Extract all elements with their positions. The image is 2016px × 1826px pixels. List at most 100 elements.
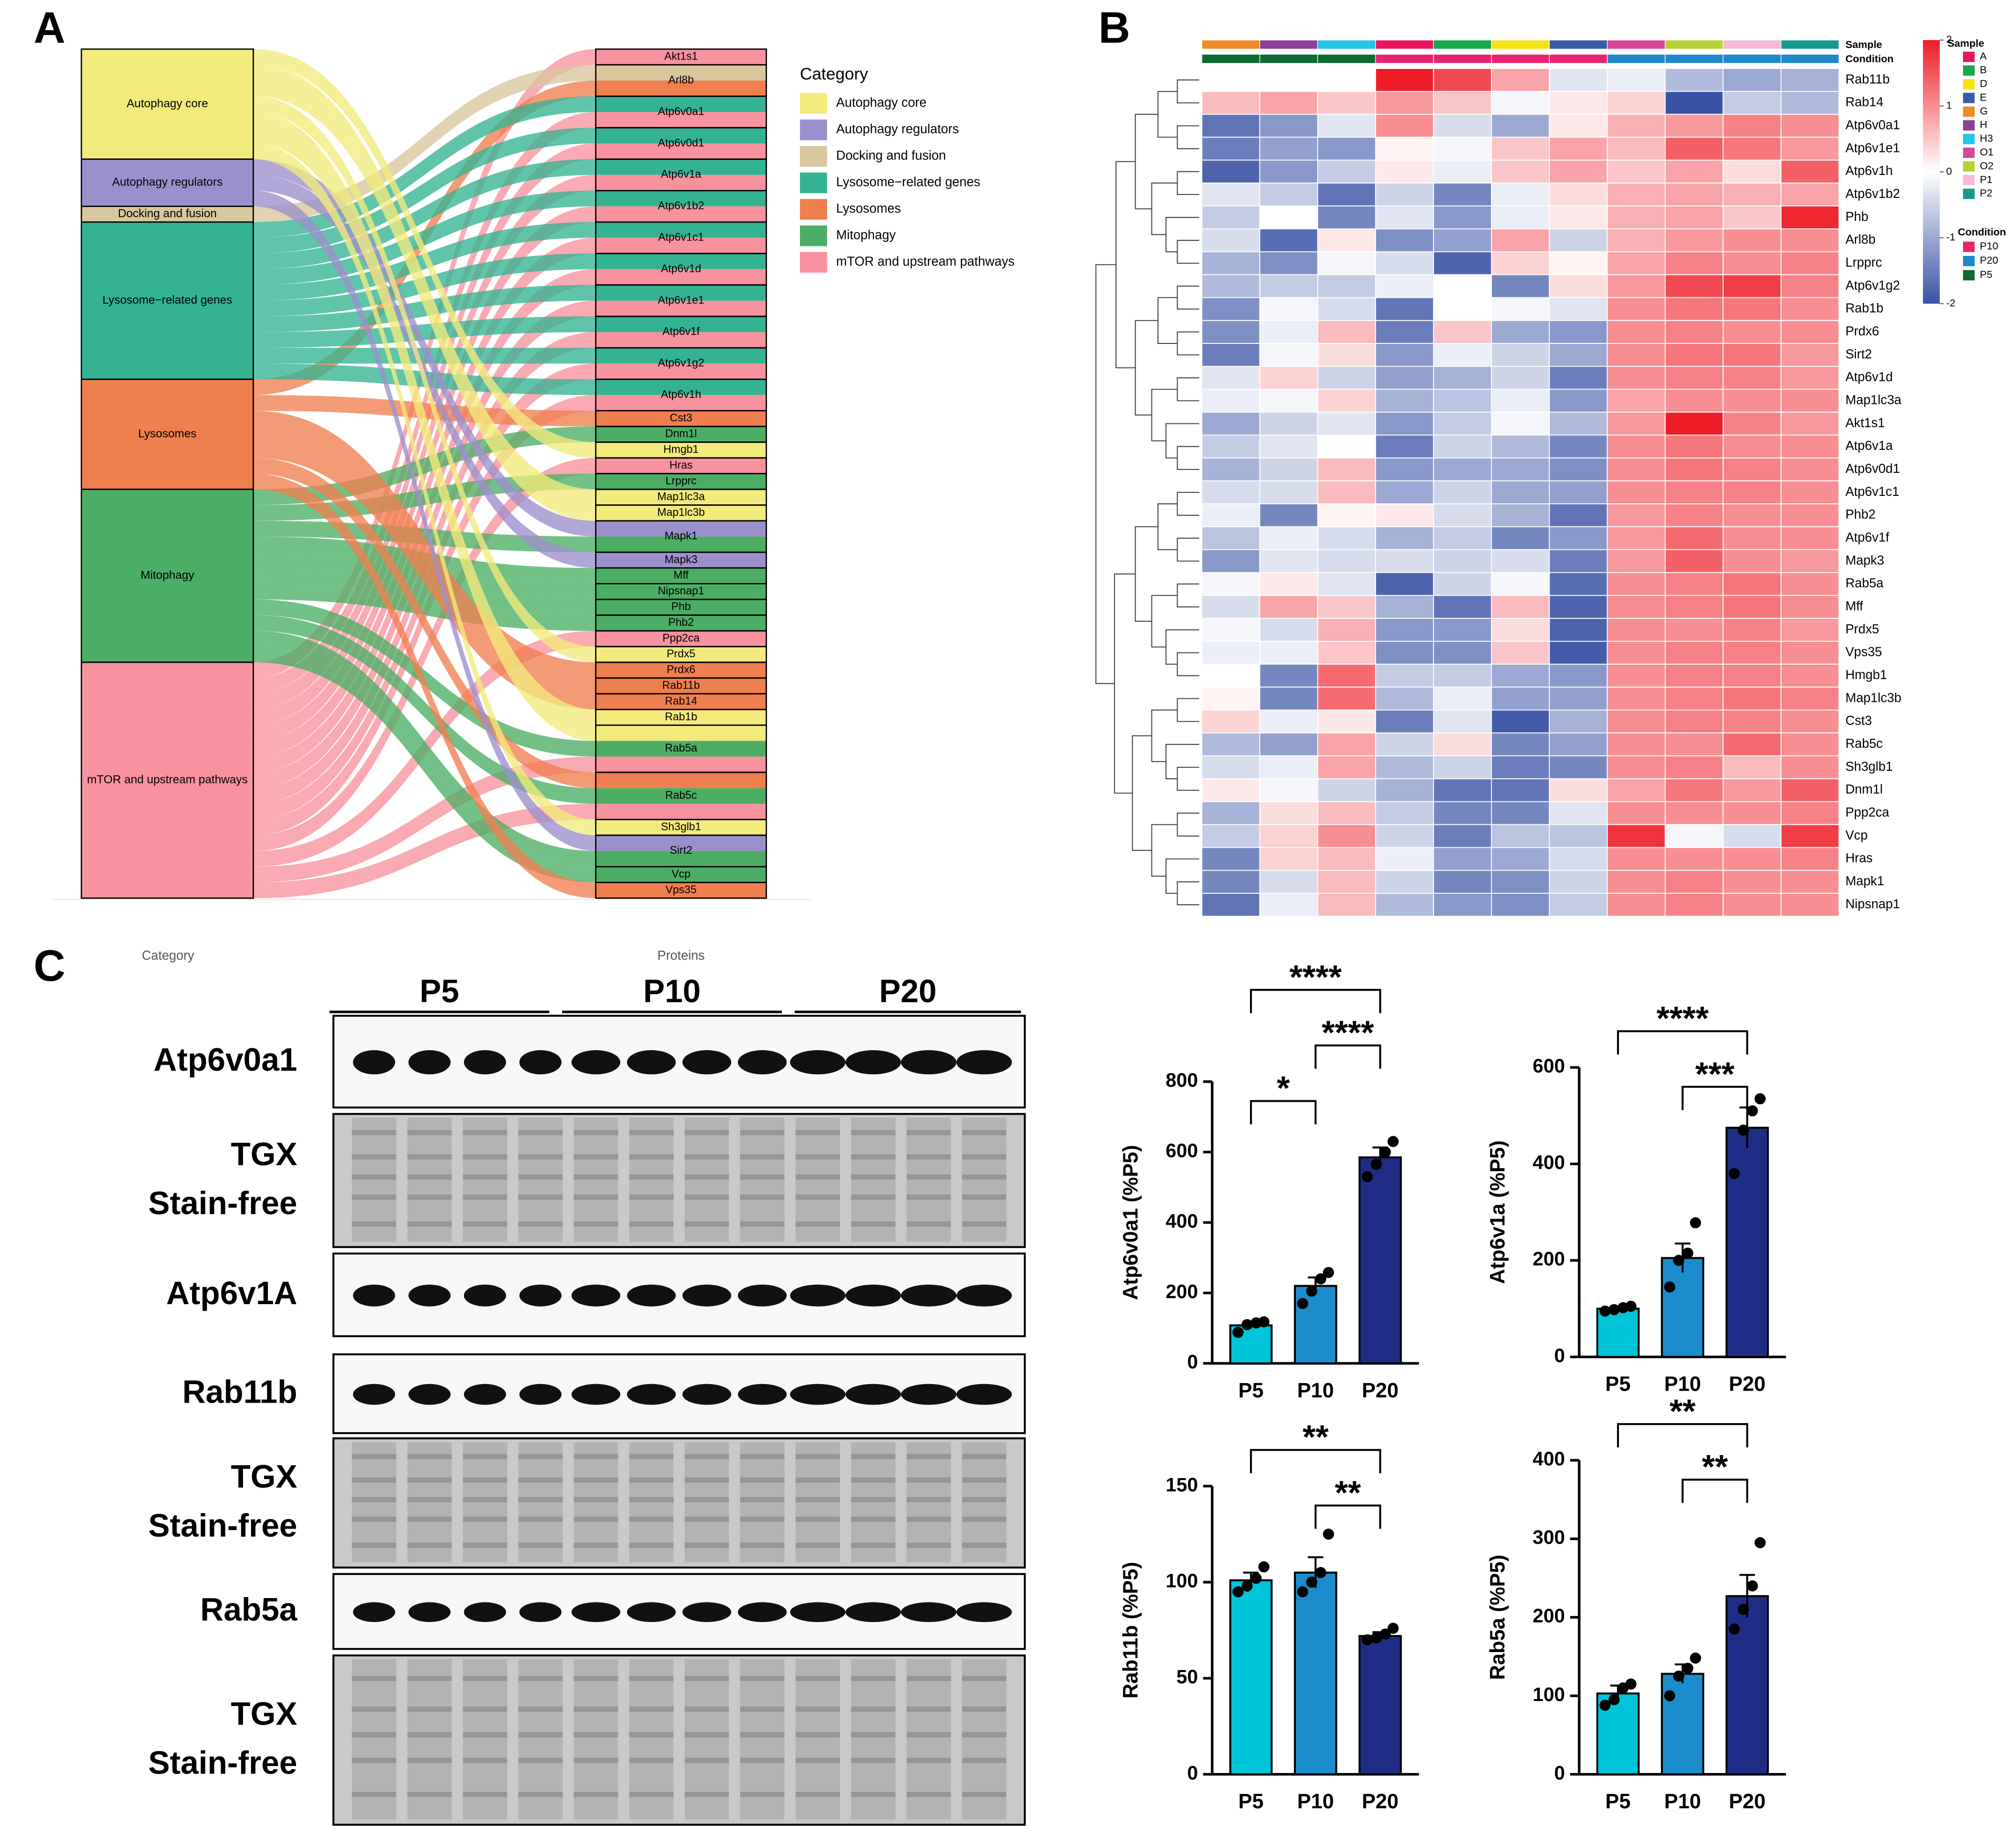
flow <box>253 143 596 835</box>
row-label: Atp6v1e1 <box>1846 141 1900 155</box>
heatmap-cell <box>1490 663 1550 688</box>
legend-label: O2 <box>1980 160 1994 171</box>
blot-lane-band <box>906 1792 951 1798</box>
blot-lane-band <box>740 1792 784 1798</box>
heatmap-cell <box>1780 297 1840 321</box>
flow <box>253 127 596 254</box>
heatmap-cell <box>1201 182 1260 206</box>
data-point <box>1297 1586 1308 1598</box>
heatmap-cell <box>1490 778 1550 802</box>
heatmap-cell <box>1606 732 1666 757</box>
heatmap-cell <box>1780 182 1840 206</box>
protein-node-label: Prdx5 <box>666 647 695 660</box>
heatmap-cell <box>1606 297 1666 321</box>
flow <box>253 49 596 458</box>
axis-label: Proteins <box>658 949 705 963</box>
blot-lane-band <box>462 1497 508 1503</box>
row-label: Atp6v1c1 <box>1846 485 1900 499</box>
x-tick-label: P20 <box>1729 1372 1766 1395</box>
legend-swatch <box>1963 175 1975 185</box>
y-tick-label: 50 <box>1176 1667 1198 1688</box>
blot-lane-band <box>629 1454 674 1460</box>
blot-row-label: TGX <box>231 1696 298 1732</box>
heatmap-cell <box>1201 503 1260 527</box>
blot-band <box>738 1602 787 1622</box>
heatmap-cell <box>1375 411 1434 436</box>
protein-node-label: Atp6v1h <box>661 388 702 400</box>
heatmap-cell <box>1259 411 1318 436</box>
protein-node-label: Atp6v1f <box>662 325 700 337</box>
heatmap-cell <box>1375 251 1434 275</box>
heatmap-cell <box>1259 572 1318 596</box>
heatmap-cell <box>1780 205 1840 229</box>
flow <box>253 159 596 537</box>
protein-node-label: Atp6v1a <box>661 168 702 180</box>
heatmap-cell <box>1606 686 1666 711</box>
blot-lane-band <box>962 1676 1006 1682</box>
data-point <box>1625 1678 1636 1690</box>
sample-track-cell <box>1780 39 1840 49</box>
data-point <box>1738 1124 1749 1136</box>
blot-lane-band <box>684 1130 730 1136</box>
data-point <box>1728 1623 1740 1635</box>
heatmap-cell <box>1606 343 1666 367</box>
colorbar-tick-label: 1 <box>1946 99 1952 111</box>
heatmap-cell <box>1375 847 1434 871</box>
sample-track-cell <box>1606 39 1666 49</box>
significance-bracket <box>1250 1100 1317 1125</box>
blot-lane-band <box>352 1477 396 1483</box>
row-label: Akt1s1 <box>1846 416 1885 430</box>
heatmap-cell <box>1317 618 1376 642</box>
heatmap-cell <box>1606 365 1666 390</box>
protein-slot <box>596 536 766 552</box>
dendrogram-branch <box>1166 217 1200 252</box>
row-label: Atp6v1h <box>1846 164 1893 178</box>
category-node-label: Mitophagy <box>140 568 194 581</box>
heatmap-cell <box>1375 755 1434 779</box>
data-point <box>1682 1663 1694 1674</box>
heatmap-cell <box>1375 549 1434 573</box>
blot-lane-band <box>796 1154 840 1160</box>
heatmap-cell <box>1201 824 1260 848</box>
blot-lane-band <box>740 1707 784 1712</box>
blot-lane-band <box>796 1707 840 1712</box>
blot-lane-band <box>740 1676 784 1682</box>
data-point <box>1258 1561 1270 1573</box>
blot-lane-band <box>352 1517 396 1522</box>
blot-lane-band <box>407 1676 452 1682</box>
heatmap-cell <box>1664 686 1724 711</box>
protein-node-label: Atp6v1d <box>661 262 702 274</box>
y-tick-label: 400 <box>1532 1152 1565 1174</box>
heatmap-cell <box>1259 320 1318 344</box>
blot-band <box>352 1284 396 1307</box>
heatmap-cell <box>1317 68 1376 92</box>
blot-lane <box>629 1442 674 1563</box>
data-point <box>1664 1690 1676 1702</box>
protein-slot <box>596 520 766 537</box>
blot-lane-band <box>574 1130 618 1136</box>
protein-slot <box>596 568 766 584</box>
dendrogram-branch <box>1114 573 1136 794</box>
heatmap-cell <box>1201 893 1260 917</box>
heatmap-cell <box>1490 297 1550 321</box>
heatmap-cell <box>1433 824 1492 848</box>
blot-lane-band <box>796 1792 840 1798</box>
heatmap-cell <box>1780 365 1840 390</box>
protein-slot <box>596 285 766 301</box>
blot-band <box>790 1284 846 1307</box>
blot-lane-band <box>796 1497 840 1503</box>
blot-lane <box>684 1442 730 1563</box>
heatmap-cell <box>1259 480 1318 504</box>
heatmap-cell <box>1201 205 1260 229</box>
blot-row-label: Atp6v1A <box>166 1275 297 1311</box>
protein-slot <box>596 709 766 725</box>
heatmap-cell <box>1433 641 1492 665</box>
y-tick-label: 400 <box>1532 1449 1565 1470</box>
blot-lane <box>906 1118 951 1242</box>
blot-lane-band <box>574 1454 618 1460</box>
protein-slot <box>596 190 766 206</box>
heatmap-cell <box>1317 113 1376 138</box>
heatmap-cell <box>1201 663 1260 688</box>
blot-lane-band <box>740 1517 784 1522</box>
protein-slot <box>596 222 766 238</box>
